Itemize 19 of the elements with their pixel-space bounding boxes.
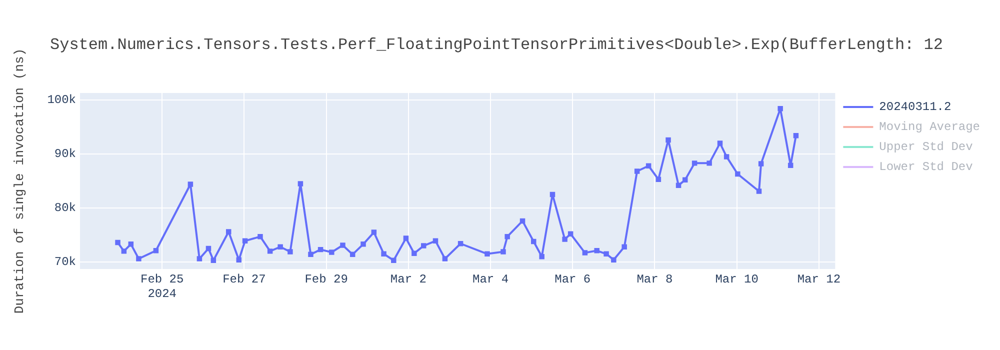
x-tick-label: Feb 27 [222,272,266,286]
x-tick-label: Mar 6 [554,272,591,286]
chart-title: System.Numerics.Tensors.Tests.Perf_FloatingPointTensorPrimitives<Double>.Exp(BufferLength: 12 [50,36,943,54]
x-tick-label: Feb 25 2024 [140,272,184,301]
y-tick-label: 100k [47,93,76,108]
legend-label: Moving Average [879,120,980,134]
x-tick-label: Mar 10 [715,272,758,286]
legend-label: Upper Std Dev [879,140,973,154]
y-axis-title: Duration of single invocation (ns) [12,48,28,314]
y-tick-label: 70k [54,255,76,270]
y-tick-label: 90k [54,147,76,162]
x-tick-label: Feb 29 [304,272,348,286]
legend-label: Lower Std Dev [879,160,973,174]
y-tick-label: 80k [54,201,76,216]
x-tick-label: Mar 12 [797,272,841,286]
legend-label: 20240311.2 [879,100,952,114]
x-tick-label: Mar 8 [636,272,673,286]
x-tick-label: Mar 4 [472,272,509,286]
x-tick-label: Mar 2 [390,272,426,286]
